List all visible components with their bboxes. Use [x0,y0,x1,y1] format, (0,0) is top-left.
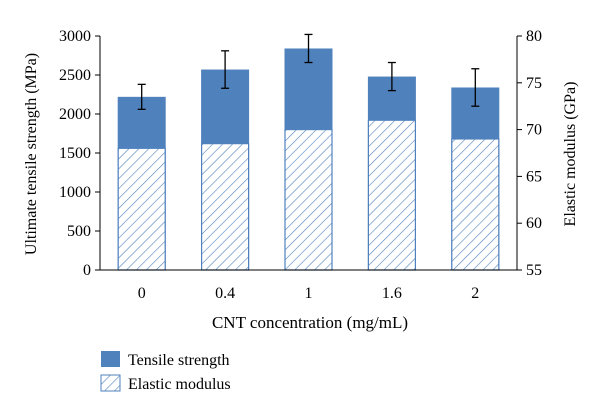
y-tick-label-right: 70 [526,122,542,139]
y-tick-label-left: 3000 [59,28,91,45]
y-tick-label-right: 80 [526,28,542,45]
legend-swatch-elastic-modulus [100,374,121,392]
bars-group [117,33,500,271]
legend-label-tensile-strength: Tensile strength [128,352,230,369]
x-tick-label: 1.6 [382,285,402,302]
y-tick-label-left: 500 [67,223,91,240]
y-tick-label-right: 65 [526,168,542,185]
x-tick-label: 0 [138,285,146,302]
elastic-modulus-bar [117,147,166,271]
labels-group: CNT concentration (mg/mL) Ultimate tensi… [23,53,579,332]
y-tick-label-right: 55 [526,262,542,279]
y-tick-label-left: 2500 [59,67,91,84]
y-tick-label-right: 60 [526,215,542,232]
x-axis-label: CNT concentration (mg/mL) [212,313,408,332]
elastic-modulus-bar [367,119,416,271]
x-tick-label: 2 [471,285,479,302]
elastic-modulus-bar [284,129,333,271]
x-tick-label: 0.4 [215,285,235,302]
y-tick-label-left: 0 [83,262,91,279]
elastic-modulus-bar [201,143,250,271]
y-tick-label-left: 1000 [59,184,91,201]
x-tick-label: 1 [305,285,313,302]
elastic-modulus-bar [451,138,500,271]
y-tick-label-left: 1500 [59,145,91,162]
y-axis-label-left: Ultimate tensile strength (MPa) [23,53,40,255]
axes-group: 0 0.4 1 1.6 2 0 500 1000 1500 2000 2500 3000 55 60 65 7… [59,28,542,302]
y-tick-label-left: 2000 [59,106,91,123]
legend-label-elastic-modulus: Elastic modulus [128,376,231,393]
legend: Tensile strength Elastic modulus [100,351,231,393]
y-tick-label-right: 75 [526,75,542,92]
legend-swatch-tensile-strength [101,351,120,367]
y-axis-label-right: Elastic modulus (GPa) [562,82,579,227]
